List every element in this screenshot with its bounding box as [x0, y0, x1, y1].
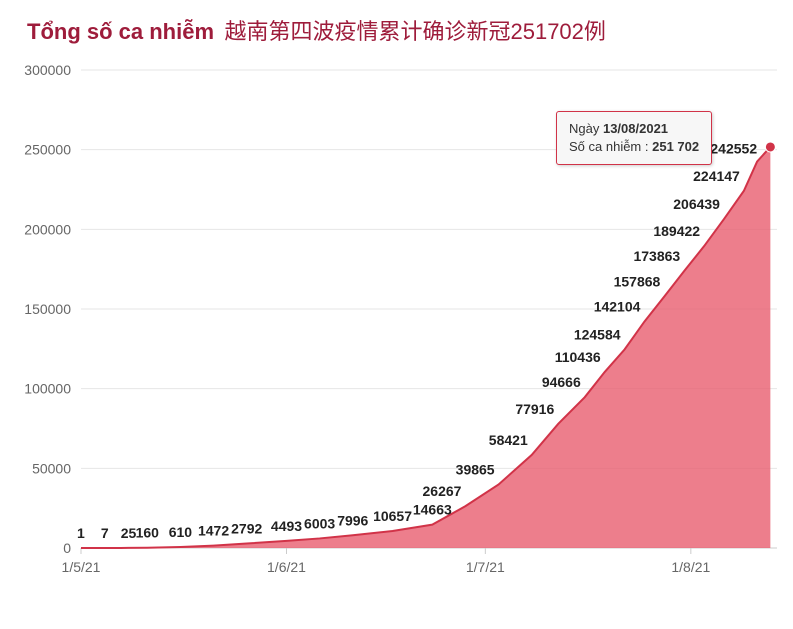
chart-tooltip: Ngày 13/08/2021 Số ca nhiễm : 251 702: [556, 111, 712, 165]
tooltip-value-prefix: Số ca nhiễm :: [569, 139, 652, 154]
svg-text:2792: 2792: [231, 521, 262, 537]
svg-text:160: 160: [136, 525, 160, 541]
svg-text:7996: 7996: [337, 512, 368, 528]
svg-text:1: 1: [77, 525, 85, 541]
svg-text:58421: 58421: [489, 432, 528, 448]
svg-text:242552: 242552: [710, 141, 757, 157]
svg-text:124584: 124584: [574, 326, 621, 342]
svg-text:150000: 150000: [24, 301, 71, 317]
tooltip-date-value: 13/08/2021: [603, 121, 668, 136]
tooltip-value-bold: 251 702: [652, 139, 699, 154]
svg-text:1/5/21: 1/5/21: [62, 559, 101, 575]
svg-text:610: 610: [169, 524, 193, 540]
svg-text:10657: 10657: [373, 508, 412, 524]
svg-text:4493: 4493: [271, 518, 302, 534]
svg-text:6003: 6003: [304, 515, 335, 531]
svg-text:25: 25: [121, 525, 137, 541]
tooltip-line-date: Ngày 13/08/2021: [569, 120, 699, 138]
tooltip-line-value: Số ca nhiễm : 251 702: [569, 138, 699, 156]
svg-text:0: 0: [63, 540, 71, 556]
svg-text:39865: 39865: [456, 461, 495, 477]
svg-text:1472: 1472: [198, 523, 229, 539]
svg-text:250000: 250000: [24, 142, 71, 158]
svg-text:224147: 224147: [693, 168, 740, 184]
svg-text:14663: 14663: [413, 502, 452, 518]
tooltip-date-prefix: Ngày: [569, 121, 603, 136]
svg-text:300000: 300000: [24, 62, 71, 78]
svg-text:206439: 206439: [673, 196, 720, 212]
svg-text:157868: 157868: [614, 273, 661, 289]
svg-text:26267: 26267: [423, 483, 462, 499]
svg-text:173863: 173863: [633, 248, 680, 264]
svg-text:50000: 50000: [32, 460, 71, 476]
svg-text:189422: 189422: [653, 223, 700, 239]
svg-text:77916: 77916: [515, 401, 554, 417]
svg-text:1/8/21: 1/8/21: [671, 559, 710, 575]
svg-text:142104: 142104: [594, 299, 641, 315]
svg-text:200000: 200000: [24, 221, 71, 237]
svg-text:1/7/21: 1/7/21: [466, 559, 505, 575]
area-chart: 0 50000 100000 150000 200000 250000 300000 1/5/…: [0, 0, 793, 629]
svg-text:7: 7: [101, 525, 109, 541]
svg-text:94666: 94666: [542, 374, 581, 390]
svg-text:100000: 100000: [24, 381, 71, 397]
svg-text:1/6/21: 1/6/21: [267, 559, 306, 575]
svg-text:110436: 110436: [555, 349, 601, 365]
